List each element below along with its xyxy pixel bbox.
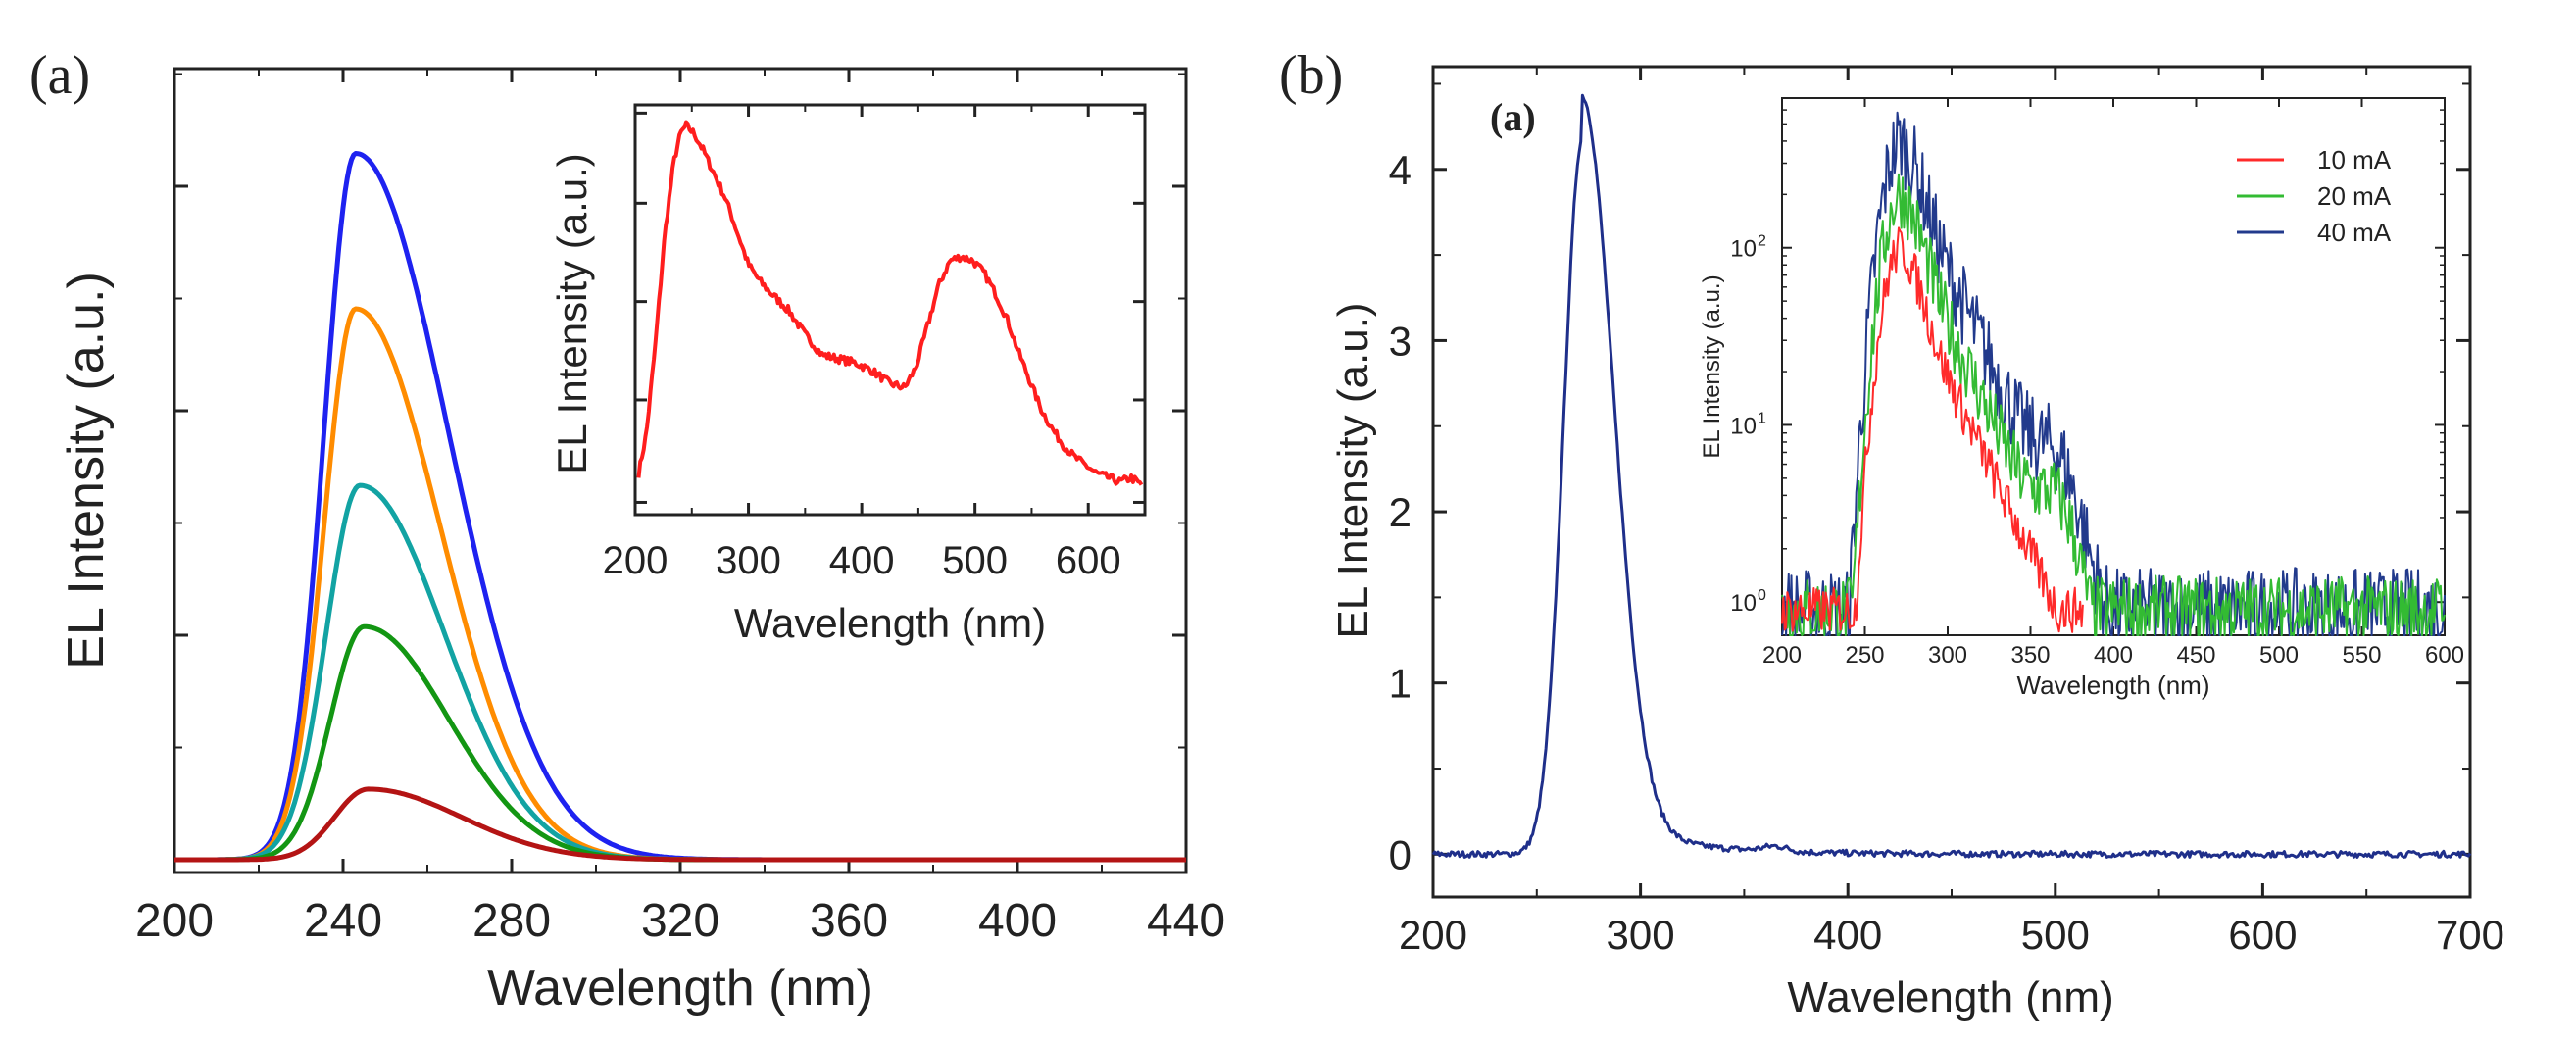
- x-tick-label: 600: [1056, 539, 1121, 582]
- series-lines-b: [1431, 93, 2472, 859]
- x-tick-label: 250: [1845, 642, 1884, 669]
- x-tick-label: 360: [810, 895, 888, 947]
- x-tick-label: 440: [1147, 895, 1225, 947]
- x-tick-label: 550: [2342, 642, 2381, 669]
- plot-frame-a-inset: [633, 103, 1147, 517]
- series-line-b: [1431, 93, 2472, 859]
- y-tick-label: 2: [1389, 489, 1412, 535]
- y-axis-title-b: EL Intensity (a.u.): [1329, 302, 1377, 638]
- x-tick-label: 320: [641, 895, 719, 947]
- y-ticks-a-inset: [635, 111, 1145, 504]
- x-tick-label: 200: [1762, 642, 1802, 669]
- x-tick-label: 600: [2425, 642, 2464, 669]
- y-tick-label: 3: [1389, 318, 1412, 364]
- x-tick-label: 350: [2010, 642, 2050, 669]
- series-line-curve-5: [173, 786, 1187, 863]
- y-tick-exponent: 1: [1758, 410, 1766, 426]
- panel-label-a: (a): [29, 45, 90, 106]
- x-tick-label: 300: [1928, 642, 1967, 669]
- panel-label-b: (b): [1279, 45, 1343, 106]
- x-ticks-b: 200 300 400 500 600 700: [1399, 67, 2504, 958]
- x-tick-label: 400: [829, 539, 895, 582]
- x-tick-label: 240: [304, 895, 382, 947]
- x-tick-label: 200: [1399, 912, 1467, 958]
- x-axis-title-a: Wavelength (nm): [487, 960, 873, 1017]
- y-tick-label: 1: [1389, 661, 1412, 707]
- panel-label-b-inner: (a): [1490, 95, 1536, 139]
- chart-b-main: (a) 200 300 400 500 600 700 0 1 2 3 4 Wavelength …: [1329, 65, 2504, 1021]
- series-line-curve-3: [173, 482, 1187, 863]
- y-tick-exponent: 0: [1758, 587, 1766, 604]
- series-line-10-mA: [1781, 226, 2084, 633]
- x-tick-label: 280: [472, 895, 551, 947]
- y-tick-exponent: 2: [1758, 233, 1766, 250]
- y-tick-label: 10: [1730, 413, 1757, 439]
- series-lines-b-inset: [1781, 111, 2446, 636]
- legend-label: 40 mA: [2317, 218, 2392, 247]
- legend-label: 20 mA: [2317, 181, 2392, 211]
- x-ticks-a: 200 240 280 320 360 400 440: [135, 69, 1225, 947]
- chart-a-inset: 200 300 400 500 600 Wavelength (nm) EL Inten…: [549, 103, 1147, 646]
- x-tick-label: 200: [603, 539, 669, 582]
- x-tick-label: 500: [942, 539, 1008, 582]
- y-tick-label: 0: [1389, 831, 1412, 877]
- x-axis-title-a-inset: Wavelength (nm): [734, 600, 1046, 646]
- x-tick-label: 500: [2021, 912, 2090, 958]
- y-axis-title-a: EL Intensity (a.u.): [58, 272, 115, 670]
- x-tick-label: 300: [1607, 912, 1675, 958]
- x-tick-label: 300: [716, 539, 781, 582]
- series-line-inset: [636, 120, 1144, 486]
- x-tick-label: 400: [2094, 642, 2133, 669]
- y-axis-title-a-inset: EL Intensity (a.u.): [549, 153, 595, 474]
- y-ticks-b: 0 1 2 3 4: [1389, 82, 2470, 877]
- x-tick-label: 600: [2228, 912, 2297, 958]
- y-tick-label: 4: [1389, 147, 1412, 193]
- x-tick-label: 700: [2436, 912, 2504, 958]
- chart-a-main: 200 240 280 320 360 400 440 Wavelength (nm) EL…: [58, 67, 1225, 1017]
- x-tick-label: 400: [1813, 912, 1882, 958]
- x-tick-label: 400: [978, 895, 1057, 947]
- x-axis-title-b: Wavelength (nm): [1787, 973, 2113, 1021]
- legend-b-inset: 10 mA 20 mA 40 mA: [2237, 145, 2392, 247]
- y-axis-title-b-inset: EL Intensity (a.u.): [1699, 274, 1725, 458]
- x-ticks-a-inset: 200 300 400 500 600: [603, 105, 1121, 582]
- legend-label: 10 mA: [2317, 145, 2392, 174]
- x-tick-label: 500: [2259, 642, 2299, 669]
- series-lines-a-inset: [636, 120, 1144, 486]
- x-ticks-b-inset: 200 250 300 350 400 450 500 550 600: [1762, 98, 2464, 669]
- x-tick-label: 200: [135, 895, 214, 947]
- x-axis-title-b-inset: Wavelength (nm): [2017, 671, 2210, 700]
- series-line-20-mA: [1781, 173, 2446, 636]
- x-tick-label: 450: [2176, 642, 2215, 669]
- series-lines-a: [173, 151, 1187, 863]
- plot-frame-b-inset: [1781, 97, 2446, 636]
- y-tick-label: 10: [1730, 236, 1757, 263]
- y-tick-label: 10: [1730, 590, 1757, 617]
